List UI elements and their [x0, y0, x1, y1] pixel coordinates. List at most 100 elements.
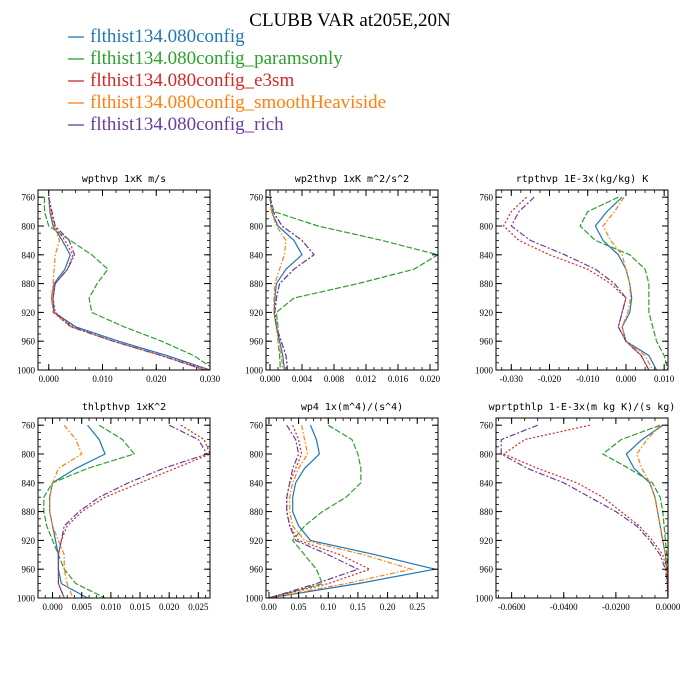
x-tick-label: -0.0200 — [602, 602, 630, 612]
x-tick-label: 0.10 — [320, 602, 336, 612]
x-tick-label: 0.20 — [380, 602, 396, 612]
x-tick-label: -0.010 — [576, 374, 600, 384]
panels: wpthvp 1xK m/s76080084088092096010000.00… — [17, 174, 681, 612]
x-tick-label: 0.005 — [72, 602, 93, 612]
x-tick-label: 0.004 — [292, 374, 313, 384]
y-tick-label: 800 — [480, 450, 494, 460]
x-tick-label: 0.020 — [146, 374, 167, 384]
series-line — [268, 424, 362, 598]
x-tick-label: 0.008 — [324, 374, 345, 384]
x-tick-label: 0.0000 — [656, 602, 681, 612]
series-line — [43, 424, 136, 598]
series-line — [268, 425, 414, 598]
x-tick-label: 0.15 — [350, 602, 366, 612]
x-tick-label: 0.020 — [159, 602, 180, 612]
panel-title: wpthvp 1xK m/s — [82, 174, 166, 185]
plot-frame — [495, 189, 669, 371]
panel: thlpthvp 1xK^2 760 800 840 880 920 960 1000 0.00… — [17, 402, 211, 612]
x-tick-label: 0.000 — [42, 602, 63, 612]
x-tick-label: 0.010 — [101, 602, 122, 612]
series-line — [269, 197, 315, 370]
series-line — [502, 424, 668, 598]
y-tick-label: 800 — [250, 450, 264, 460]
y-tick-label: 840 — [480, 250, 494, 260]
x-tick-label: 0.025 — [188, 602, 209, 612]
series-line — [57, 424, 208, 598]
panel: rtpthvp 1E-3x(kg/kg) K 760 800 840 880 920 960… — [475, 174, 675, 384]
series-line — [268, 424, 436, 598]
y-tick-label: 920 — [22, 536, 36, 546]
y-tick-label: 840 — [22, 478, 36, 488]
x-tick-label: 0.010 — [654, 374, 675, 384]
y-tick-label: 920 — [480, 536, 494, 546]
series-line — [510, 196, 650, 370]
y-tick-label: 960 — [250, 337, 264, 347]
y-tick-label: 1000 — [475, 366, 494, 376]
y-tick-label: 880 — [480, 507, 494, 517]
x-tick-label: 0.010 — [92, 374, 113, 384]
y-tick-label: 1000 — [245, 366, 264, 376]
x-tick-label: 0.05 — [291, 602, 307, 612]
series-line — [48, 197, 205, 370]
panel-title: thlpthvp 1xK^2 — [82, 402, 166, 413]
series-line — [625, 424, 668, 598]
y-tick-label: 920 — [480, 308, 494, 318]
x-tick-label: 0.030 — [200, 374, 221, 384]
series-line — [601, 424, 668, 598]
x-tick-label: 0.000 — [616, 374, 637, 384]
y-tick-label: 800 — [22, 222, 36, 232]
panel: wp2thvp 1xK m^2/s^2 760 800 840 880 920 960 100… — [245, 174, 441, 384]
x-tick-label: 0.012 — [356, 374, 376, 384]
x-tick-label: 0.000 — [39, 374, 60, 384]
y-tick-label: 880 — [250, 507, 264, 517]
series-line — [269, 197, 438, 370]
y-tick-label: 920 — [22, 308, 36, 318]
y-tick-label: 1000 — [17, 366, 36, 376]
y-tick-label: 840 — [22, 250, 36, 260]
x-tick-label: 0.00 — [261, 602, 277, 612]
y-tick-label: 920 — [250, 308, 264, 318]
plot-frame — [495, 417, 669, 599]
legend-label: flthist134.080config_e3sm — [90, 70, 294, 91]
y-tick-label: 760 — [22, 421, 36, 431]
x-tick-label: 0.015 — [130, 602, 151, 612]
panel-title: wp2thvp 1xK m^2/s^2 — [295, 174, 409, 185]
legend-label: flthist134.080config_paramsonly — [90, 48, 343, 69]
series-line — [602, 196, 654, 370]
series-line — [43, 197, 210, 368]
y-tick-label: 840 — [480, 478, 494, 488]
y-tick-label: 960 — [480, 337, 494, 347]
y-tick-label: 880 — [22, 279, 36, 289]
series-line — [48, 197, 205, 370]
plot-frame — [37, 189, 211, 371]
y-tick-label: 760 — [22, 193, 36, 203]
y-tick-label: 800 — [22, 450, 36, 460]
y-tick-label: 880 — [480, 279, 494, 289]
y-tick-label: 800 — [250, 222, 264, 232]
x-tick-label: -0.0600 — [498, 602, 526, 612]
series-line — [48, 197, 210, 370]
y-tick-label: 880 — [250, 279, 264, 289]
y-tick-label: 840 — [250, 478, 264, 488]
y-tick-label: 840 — [250, 250, 264, 260]
x-tick-label: -0.030 — [500, 374, 524, 384]
series-line — [269, 197, 303, 370]
panel-title: rtpthvp 1E-3x(kg/kg) K — [516, 174, 648, 185]
y-tick-label: 1000 — [245, 594, 264, 604]
series-line — [636, 424, 668, 598]
x-tick-label: 0.016 — [388, 374, 409, 384]
x-tick-label: -0.020 — [538, 374, 562, 384]
y-tick-label: 760 — [480, 421, 494, 431]
panel: wp4 1x(m^4)/(s^4)76080084088092096010000… — [245, 402, 439, 612]
series-line — [500, 424, 668, 598]
y-tick-label: 760 — [250, 193, 264, 203]
legend-label: flthist134.080config_smoothHeaviside — [90, 92, 386, 113]
panel: wpthvp 1xK m/s 760 800 840 880 920 960 10000.00… — [17, 174, 221, 384]
plot-frame — [37, 417, 211, 599]
x-tick-label: 0.020 — [420, 374, 441, 384]
legend-label: flthist134.080config — [90, 26, 245, 47]
panel-title: wprtpthlp 1-E-3x(m kg K)/(s kg) — [489, 402, 676, 413]
series-line — [502, 196, 650, 370]
panel: wprtpthlp 1-E-3x(m kg K)/(s kg) 760 800 840… — [475, 402, 681, 612]
